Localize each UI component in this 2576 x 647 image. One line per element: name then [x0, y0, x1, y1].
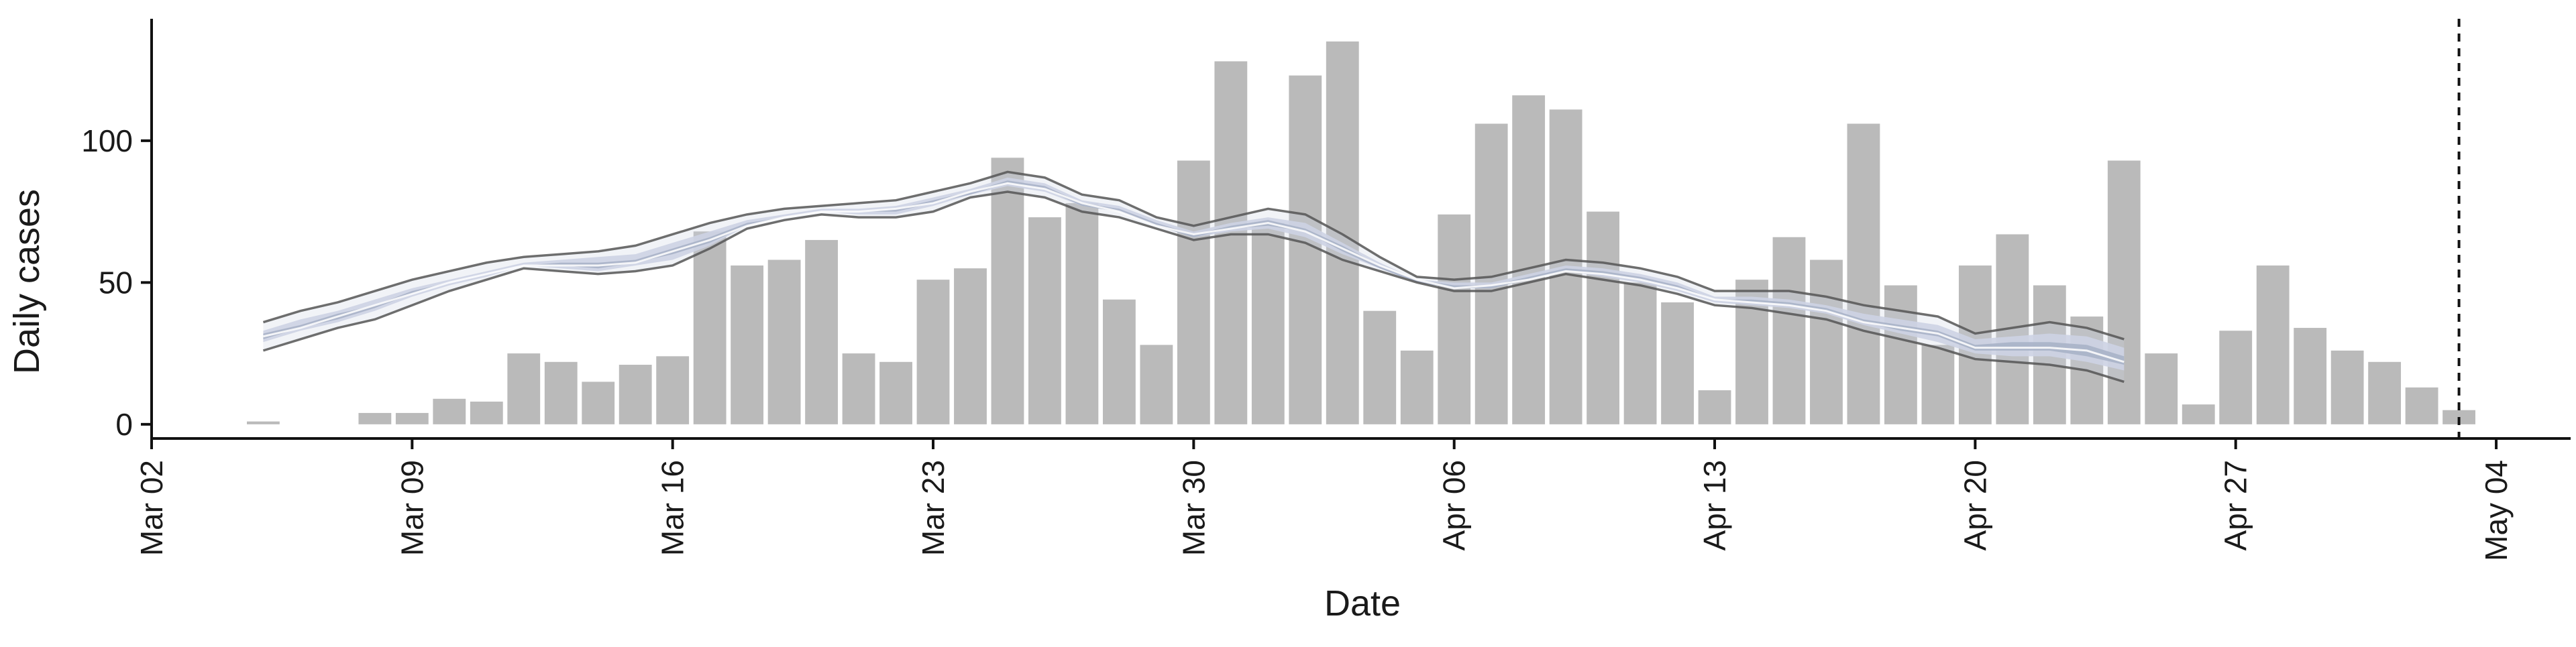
- daily-case-bar: [582, 381, 615, 424]
- daily-case-bar: [2219, 331, 2253, 424]
- daily-case-bar: [1847, 123, 1880, 424]
- daily-case-bar: [1438, 214, 1471, 424]
- daily-case-bar: [1177, 160, 1210, 424]
- x-tick-label: Apr 06: [1437, 460, 1472, 551]
- daily-case-bar: [1810, 259, 1843, 424]
- nowcast-median-line: [263, 182, 2125, 363]
- x-tick-label: Mar 02: [134, 460, 169, 556]
- daily-case-bar: [2368, 361, 2402, 424]
- x-tick-label: Mar 23: [916, 460, 951, 556]
- x-tick-label: Apr 27: [2218, 460, 2253, 551]
- daily-case-bar: [358, 412, 392, 424]
- daily-case-bar: [619, 365, 652, 424]
- daily-case-bar: [544, 361, 578, 424]
- daily-case-bar: [1661, 302, 1694, 424]
- daily-case-bar: [1326, 41, 1359, 424]
- x-tick-label: Mar 30: [1176, 460, 1211, 556]
- daily-case-bar: [1363, 310, 1397, 424]
- daily-case-bar: [1214, 61, 1248, 424]
- daily-case-bar: [954, 268, 987, 424]
- daily-case-bar: [767, 259, 801, 424]
- daily-case-bar: [1065, 202, 1099, 424]
- daily-case-bar: [433, 398, 466, 424]
- nowcast-lower-bound-line: [262, 190, 2125, 384]
- daily-case-bar: [731, 265, 764, 424]
- x-tick-label: Mar 09: [394, 460, 429, 556]
- daily-case-bar: [1400, 350, 1434, 424]
- daily-case-bar: [1921, 345, 1955, 424]
- x-tick-label: May 04: [2479, 460, 2514, 561]
- daily-case-bar: [693, 231, 727, 424]
- daily-case-bar: [1884, 285, 1917, 424]
- daily-case-bar: [805, 239, 838, 424]
- daily-case-bar: [395, 412, 429, 424]
- daily-case-bar: [470, 402, 503, 424]
- daily-case-bar: [1587, 211, 1620, 424]
- x-axis-label: Date: [1324, 583, 1401, 624]
- daily-case-bar: [916, 280, 950, 424]
- daily-case-bar: [2405, 387, 2438, 424]
- daily-case-bar: [991, 158, 1024, 424]
- daily-case-bar: [2330, 350, 2364, 424]
- daily-case-bar: [507, 353, 541, 424]
- y-tick-label: 0: [115, 407, 133, 442]
- daily-case-bar: [1772, 237, 1806, 424]
- y-tick-label: 50: [99, 265, 133, 300]
- x-tick-label: Mar 16: [655, 460, 690, 556]
- y-axis-label: Daily cases: [7, 189, 47, 374]
- daily-case-bar: [2107, 160, 2141, 424]
- daily-case-bar: [1289, 75, 1322, 424]
- x-tick-label: Apr 13: [1697, 460, 1732, 551]
- daily-case-bar: [879, 361, 912, 424]
- x-tick-label: Apr 20: [1957, 460, 1992, 551]
- nowcast-interval-band: [263, 172, 2125, 382]
- daily-case-bar: [1512, 95, 1546, 424]
- daily-case-bar: [656, 356, 690, 424]
- daily-case-bar: [2256, 265, 2290, 424]
- daily-case-bar: [2145, 353, 2178, 424]
- daily-case-bar: [1028, 217, 1061, 424]
- daily-case-bar: [1623, 282, 1657, 424]
- daily-case-bar: [2182, 404, 2215, 424]
- daily-case-bar: [2294, 328, 2327, 424]
- nowcast-upper-bound-line: [262, 170, 2125, 341]
- daily-case-bar: [1698, 390, 1731, 424]
- daily-case-bar: [247, 421, 280, 424]
- daily-case-bar: [1251, 223, 1285, 424]
- daily-case-bar: [1102, 299, 1136, 424]
- daily-case-bar: [1140, 345, 1173, 424]
- y-tick-label: 100: [81, 123, 133, 158]
- daily-case-bar: [842, 353, 875, 424]
